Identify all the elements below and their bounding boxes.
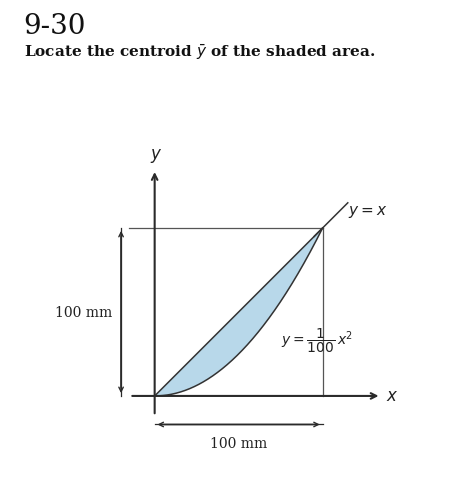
Text: $y = x$: $y = x$ bbox=[348, 204, 387, 220]
Text: Locate the centroid $\bar{y}$ of the shaded area.: Locate the centroid $\bar{y}$ of the sha… bbox=[24, 43, 375, 62]
Text: 100 mm: 100 mm bbox=[55, 306, 113, 319]
Text: $y$: $y$ bbox=[150, 147, 163, 165]
Text: $x$: $x$ bbox=[386, 388, 399, 405]
Text: $y = \dfrac{1}{100}\,x^2$: $y = \dfrac{1}{100}\,x^2$ bbox=[281, 326, 353, 354]
Text: 100 mm: 100 mm bbox=[210, 436, 267, 450]
Text: 9-30: 9-30 bbox=[24, 13, 86, 40]
